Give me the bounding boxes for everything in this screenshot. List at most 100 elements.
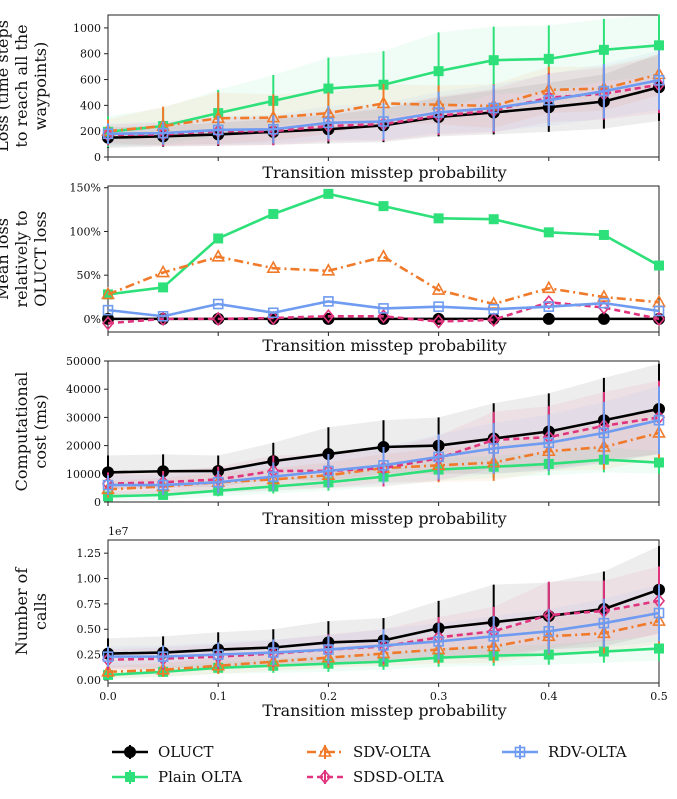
series-line xyxy=(107,78,660,136)
data-point xyxy=(543,301,555,312)
y-tick-label: 50000 xyxy=(66,355,101,368)
series-sdv-olta xyxy=(101,249,666,309)
y-tick-label: 0.00 xyxy=(77,674,102,687)
legend-item-oluct: OLUCT xyxy=(112,743,214,761)
data-point xyxy=(433,636,444,647)
legend-swatch-marker xyxy=(514,746,526,758)
legend-item-rdv-olta: RDV-OLTA xyxy=(502,743,627,761)
series-line xyxy=(107,619,660,674)
data-point xyxy=(543,94,555,106)
y-tick-label: 1000 xyxy=(73,22,101,35)
data-point xyxy=(213,233,224,244)
legend-swatch-marker xyxy=(318,744,332,757)
data-point xyxy=(376,249,391,262)
series-rdv-olta xyxy=(102,296,665,322)
y-axis-label-line: Number of xyxy=(12,567,31,656)
data-point xyxy=(101,316,115,331)
data-point xyxy=(433,213,444,224)
data-point xyxy=(267,471,279,482)
data-point xyxy=(267,123,279,135)
data-point xyxy=(654,260,664,271)
data-point xyxy=(267,647,279,658)
y-tick-label: 800 xyxy=(80,48,101,61)
series-line xyxy=(107,73,660,133)
data-point xyxy=(431,282,446,295)
data-point xyxy=(543,625,555,637)
series-line xyxy=(107,416,660,485)
y-tick-label: 0% xyxy=(84,313,101,326)
y-axis-label-line: Computational xyxy=(12,372,31,492)
y-tick-label: 50% xyxy=(77,269,101,282)
data-point xyxy=(211,249,226,262)
band-sdsd-olta xyxy=(108,566,659,670)
band-sdv-olta xyxy=(108,598,659,678)
legend-label: SDSD-OLTA xyxy=(353,768,444,786)
series-line xyxy=(108,611,660,658)
data-point xyxy=(542,295,555,310)
band-rdv-olta xyxy=(108,386,659,495)
data-point xyxy=(323,644,334,655)
band-oluct xyxy=(108,546,659,669)
x-axis-label: Transition misstep probability xyxy=(262,701,506,720)
data-point xyxy=(102,304,114,316)
x-tick-label: 0.5 xyxy=(650,690,668,703)
y-tick-label: 30000 xyxy=(66,411,101,424)
data-point xyxy=(654,40,664,51)
data-point xyxy=(488,102,500,114)
data-point xyxy=(212,476,224,488)
y-tick-label: 10000 xyxy=(66,468,101,481)
data-point xyxy=(212,124,224,136)
x-axis-label: Transition misstep probability xyxy=(262,163,506,182)
data-point xyxy=(543,53,554,64)
series-rdv-olta xyxy=(102,50,665,145)
data-point xyxy=(652,311,666,327)
y-tick-label: 600 xyxy=(80,74,101,87)
y-axis-label-line: calls xyxy=(31,593,50,630)
data-point xyxy=(542,312,555,325)
x-axis-label: Transition misstep probability xyxy=(262,336,506,355)
data-point xyxy=(157,479,169,491)
data-point xyxy=(102,479,114,491)
y-tick-label: 0 xyxy=(94,496,101,509)
data-point xyxy=(433,66,444,77)
y-axis-label: Number ofcalls xyxy=(12,567,50,656)
data-point xyxy=(598,85,610,97)
data-point xyxy=(157,651,169,662)
data-point xyxy=(597,300,610,315)
data-point xyxy=(433,107,444,118)
data-point xyxy=(377,309,390,324)
data-point xyxy=(488,303,500,315)
data-point xyxy=(378,303,389,314)
series-line xyxy=(108,418,660,487)
y-axis-label-line: waypoints) xyxy=(31,42,50,130)
data-point xyxy=(156,662,170,675)
data-point xyxy=(378,116,389,127)
data-point xyxy=(432,314,445,329)
data-point xyxy=(101,286,115,300)
x-tick-label: 0.4 xyxy=(540,690,558,703)
series-rdv-olta xyxy=(102,386,665,495)
data-point xyxy=(267,310,280,326)
data-point xyxy=(488,443,500,454)
y-tick-label: 0.75 xyxy=(77,598,102,611)
data-point xyxy=(653,305,665,317)
data-point xyxy=(157,127,169,139)
data-point xyxy=(266,260,281,273)
data-point xyxy=(323,83,334,94)
data-point xyxy=(488,214,499,225)
data-point xyxy=(157,310,169,322)
y-scale-label: 1e7 xyxy=(108,525,129,538)
data-point xyxy=(433,451,444,463)
y-tick-label: 0.50 xyxy=(77,623,102,636)
data-point xyxy=(543,437,555,449)
data-point xyxy=(654,457,664,468)
x-axis-label: Transition misstep probability xyxy=(262,509,506,528)
data-point xyxy=(102,651,114,662)
y-tick-label: 40000 xyxy=(66,383,101,396)
data-point xyxy=(378,640,389,651)
data-point xyxy=(654,643,664,654)
data-point xyxy=(323,296,334,307)
data-point xyxy=(487,312,500,328)
y-tick-label: 0.25 xyxy=(77,649,102,662)
y-axis-label-line: Mean loss xyxy=(0,218,12,300)
